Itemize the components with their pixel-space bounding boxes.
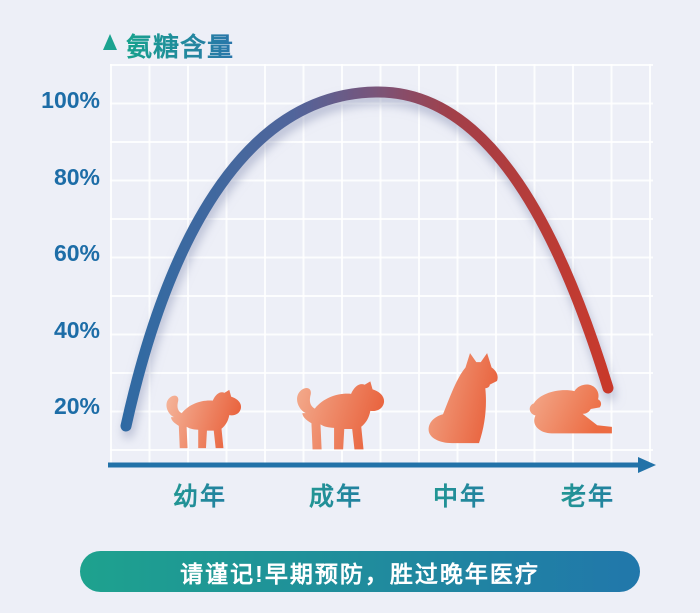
glucosamine-curve: [120, 86, 614, 432]
x-label-senior: 老年: [533, 477, 643, 513]
up-arrow-icon: [103, 34, 117, 50]
reminder-banner: 请谨记!早期预防，胜过晚年医疗: [80, 551, 640, 592]
y-tick-60: 60%: [53, 240, 100, 266]
dog-senior-icon: [529, 384, 612, 434]
dog-puppy-icon: [166, 389, 242, 449]
reminder-banner-text: 请谨记!早期预防，胜过晚年医疗: [180, 560, 540, 587]
y-tick-40: 40%: [53, 317, 100, 343]
dog-adult-icon: [297, 381, 385, 450]
right-arrow-icon: [638, 457, 656, 473]
dog-middle-age-icon: [428, 353, 498, 444]
y-tick-100: 100%: [41, 87, 100, 113]
y-axis-title: 氨糖含量: [126, 27, 234, 64]
x-label-adult: 成年: [281, 477, 391, 513]
y-tick-80: 80%: [53, 164, 100, 190]
chart-canvas: [103, 34, 656, 473]
x-label-middle-age: 中年: [405, 477, 515, 513]
y-tick-20: 20%: [53, 393, 100, 419]
x-label-puppy: 幼年: [145, 477, 255, 513]
